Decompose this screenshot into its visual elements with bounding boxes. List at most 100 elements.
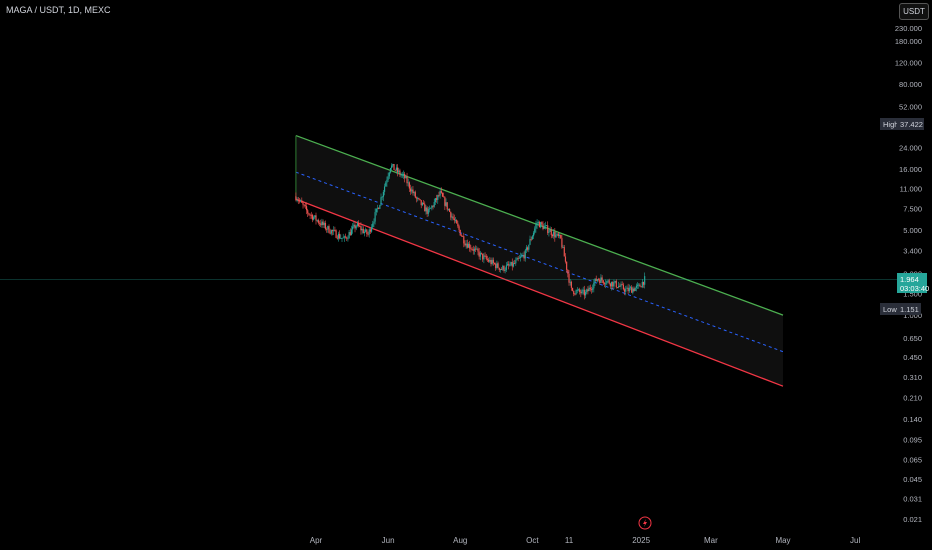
candle-body (517, 258, 519, 259)
candle-body (519, 256, 522, 258)
candle-body (389, 168, 392, 173)
candle-body (621, 284, 623, 285)
time-axis-label: Jul (850, 536, 860, 545)
candle-body (486, 258, 489, 260)
currency-button[interactable]: USDT (899, 3, 929, 20)
candle-body (475, 248, 477, 250)
candle-body (631, 287, 633, 293)
time-axis-label: 2025 (632, 536, 650, 545)
candle-body (618, 285, 620, 288)
candle-body (580, 291, 582, 294)
event-icon[interactable] (638, 516, 652, 530)
candle-body (317, 220, 319, 223)
candle-body (606, 281, 608, 284)
candle-body (622, 284, 624, 290)
candle-body (535, 224, 537, 229)
candle-body (471, 248, 473, 250)
candle-body (632, 288, 634, 293)
candle-body (323, 222, 325, 226)
candle-body (451, 216, 453, 218)
time-axis-label: May (775, 536, 790, 545)
candle-body (421, 202, 424, 206)
candle-body (447, 209, 450, 210)
candle-body (492, 259, 494, 263)
candle-body (551, 234, 554, 237)
candle-body (381, 196, 383, 198)
price-axis-label: 0.065 (903, 455, 922, 464)
price-axis-label: 16.000 (899, 165, 922, 174)
candle-body (418, 198, 420, 200)
candle-body (350, 229, 353, 236)
candle-body (362, 228, 364, 234)
candle-body (566, 261, 568, 270)
candle-body (590, 289, 593, 290)
candle-body (569, 281, 571, 283)
candle-body (341, 237, 343, 239)
candle-body (396, 167, 399, 173)
candle-body (543, 226, 545, 229)
candle-body (313, 217, 315, 220)
candle-body (560, 234, 562, 239)
candle-body (628, 287, 630, 292)
price-axis-label: 80.000 (899, 80, 922, 89)
time-axis-label: Mar (704, 536, 718, 545)
time-axis[interactable]: Apr Jun Aug Oct 11 2025 Mar May Jul (310, 536, 861, 545)
candle-body (444, 197, 446, 206)
candle-body (491, 259, 493, 265)
price-axis-label: 0.095 (903, 435, 922, 444)
candle-body (329, 232, 331, 234)
time-axis-label: Aug (453, 536, 467, 545)
candle-body (387, 176, 389, 180)
candle-body (303, 204, 305, 206)
candle-body (348, 232, 350, 239)
candle-body (635, 285, 637, 288)
candle-body (353, 224, 355, 227)
candle-body (601, 277, 603, 281)
candle-body (640, 286, 642, 288)
candle-body (623, 289, 626, 292)
candle-body (523, 254, 525, 259)
candle-body (326, 228, 328, 230)
price-axis-label: 0.031 (903, 494, 922, 503)
candle-body (508, 264, 510, 266)
candle-body (401, 174, 403, 176)
candle-body (571, 287, 574, 291)
candle-body (359, 226, 361, 227)
candle-body (372, 223, 374, 228)
candle-body (538, 222, 541, 228)
candle-body (544, 225, 546, 227)
low-tag-label: Low (883, 305, 897, 314)
candle-body (548, 231, 550, 233)
candle-body (584, 292, 587, 296)
candle-body (615, 280, 617, 288)
candle-body (644, 276, 646, 285)
time-axis-label: Jun (382, 536, 395, 545)
candle-body (295, 196, 297, 201)
candle-body (619, 285, 621, 287)
candle-body (467, 243, 470, 248)
candle-body (335, 230, 337, 238)
candle-body (336, 237, 338, 239)
candle-body (328, 226, 330, 233)
candle-body (435, 198, 438, 200)
candle-body (537, 222, 539, 223)
candle-body (488, 259, 490, 262)
candle-body (302, 202, 304, 205)
candle-body (592, 288, 594, 290)
candle-body (375, 208, 377, 213)
candle-body (394, 169, 396, 171)
candle-body (555, 234, 557, 238)
candle-body (301, 200, 303, 203)
candle-body (450, 211, 452, 218)
candle-body (334, 229, 336, 231)
candle-body (612, 281, 614, 287)
candle-body (420, 200, 422, 206)
channel-lower-line[interactable] (295, 198, 784, 387)
candle-body (363, 231, 366, 234)
candle-body (391, 165, 393, 169)
channel-mid-line[interactable] (295, 171, 784, 353)
price-axis-label: 1.500 (903, 290, 922, 299)
candle-body (521, 255, 523, 257)
candle-body (627, 287, 629, 292)
